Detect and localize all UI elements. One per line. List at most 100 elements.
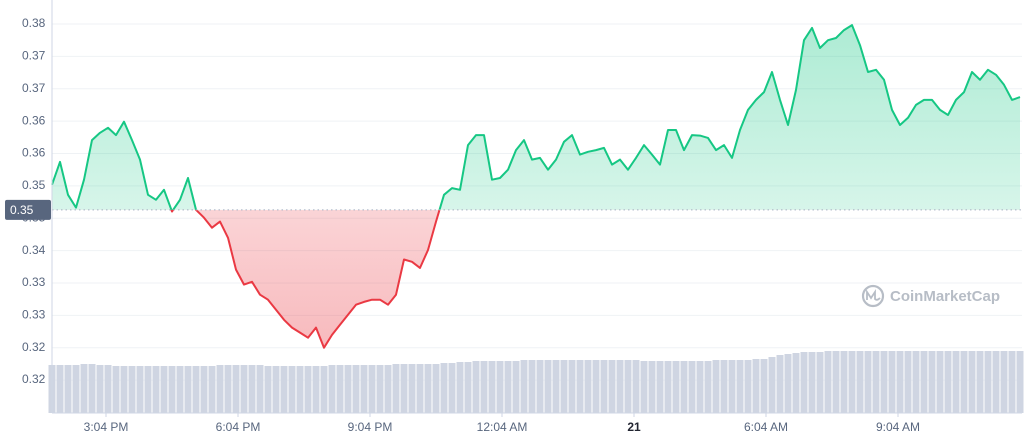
volume-bar (584, 360, 592, 413)
y-tick-label: 0.33 (22, 275, 46, 289)
volume-bar (832, 351, 840, 413)
volume-bar (224, 365, 232, 413)
volume-bar (888, 351, 896, 413)
volume-bar (528, 360, 536, 413)
volume-bar (808, 352, 816, 413)
volume-bar (712, 360, 720, 413)
watermark: CoinMarketCap (861, 284, 1000, 308)
baseline-badge (5, 199, 51, 220)
volume-bar (360, 365, 368, 413)
volume-bar (256, 365, 264, 413)
volume-bar (776, 355, 784, 413)
volume-bar (248, 365, 256, 413)
volume-bar (880, 351, 888, 413)
area-down (52, 209, 1020, 348)
volume-bar (688, 361, 696, 413)
x-tick-label: 12:04 AM (477, 420, 528, 434)
volume-bar (1000, 351, 1008, 413)
volume-bar (920, 351, 928, 413)
volume-bar (392, 364, 400, 413)
x-tick-label: 3:04 PM (84, 420, 129, 434)
volume-bar (728, 360, 736, 413)
x-tick-label: 21 (627, 420, 641, 434)
volume-layer (48, 351, 1024, 413)
volume-bar (488, 361, 496, 413)
volume-bar (968, 351, 976, 413)
volume-bar (352, 365, 360, 413)
y-tick-label: 0.32 (22, 340, 46, 354)
volume-bar (112, 366, 120, 413)
price-line-up (51, 24, 1021, 210)
volume-bar (872, 351, 880, 413)
volume-bar (928, 351, 936, 413)
volume-bar (168, 366, 176, 413)
area-layer (52, 25, 1020, 348)
volume-bar (176, 366, 184, 413)
x-tick-label: 9:04 AM (876, 420, 920, 434)
volume-bar (792, 353, 800, 413)
volume-bar (672, 361, 680, 413)
volume-bar (696, 361, 704, 413)
volume-bar (504, 361, 512, 413)
volume-bar (720, 360, 728, 413)
watermark-text: CoinMarketCap (890, 288, 1000, 305)
volume-bar (960, 351, 968, 413)
volume-bar (560, 360, 568, 413)
volume-bar (848, 351, 856, 413)
volume-bar (192, 366, 200, 413)
volume-bar (784, 354, 792, 413)
volume-bar (816, 352, 824, 413)
volume-bar (856, 351, 864, 413)
volume-bar (608, 360, 616, 413)
y-tick-label: 0.36 (22, 113, 46, 127)
volume-bar (264, 366, 272, 413)
volume-bar (184, 366, 192, 413)
volume-bar (440, 363, 448, 413)
volume-bar (568, 360, 576, 413)
volume-bar (152, 366, 160, 413)
volume-bar (976, 351, 984, 413)
volume-bar (80, 364, 88, 413)
volume-bar (576, 360, 584, 413)
volume-bar (824, 351, 832, 413)
volume-bar (768, 357, 776, 413)
volume-bar (432, 364, 440, 413)
volume-bar (520, 360, 528, 413)
volume-bar (296, 366, 304, 413)
volume-bar (104, 365, 112, 413)
volume-bar (944, 351, 952, 413)
volume-bar (536, 360, 544, 413)
volume-bar (408, 364, 416, 413)
volume-bar (936, 351, 944, 413)
volume-bar (896, 351, 904, 413)
volume-bar (752, 359, 760, 413)
volume-bar (72, 365, 80, 413)
volume-bar (312, 366, 320, 413)
watermark-logo (861, 284, 885, 308)
volume-bar (640, 361, 648, 413)
x-tick-label: 9:04 PM (348, 420, 393, 434)
volume-bar (272, 366, 280, 413)
volume-bar (680, 361, 688, 413)
volume-bar (128, 366, 136, 413)
volume-bar (416, 364, 424, 413)
volume-bar (144, 366, 152, 413)
volume-bar (632, 360, 640, 413)
volume-bar (648, 361, 656, 413)
y-tick-label: 0.35 (22, 178, 46, 192)
axis-layer: 0.38 0.37 0.37 0.36 0.36 0.35 0.35 0.34 0.33 0.33… (5, 0, 1022, 434)
volume-bar (800, 352, 808, 413)
volume-bar (864, 351, 872, 413)
volume-bar (136, 366, 144, 413)
volume-bar (400, 364, 408, 413)
volume-bar (984, 351, 992, 413)
volume-bar (56, 365, 64, 413)
volume-bar (64, 365, 72, 413)
volume-bar (624, 360, 632, 413)
volume-bar (344, 365, 352, 413)
volume-bar (992, 351, 1000, 413)
volume-bar (1016, 351, 1024, 413)
y-tick-label: 0.34 (22, 243, 46, 257)
volume-bar (288, 366, 296, 413)
